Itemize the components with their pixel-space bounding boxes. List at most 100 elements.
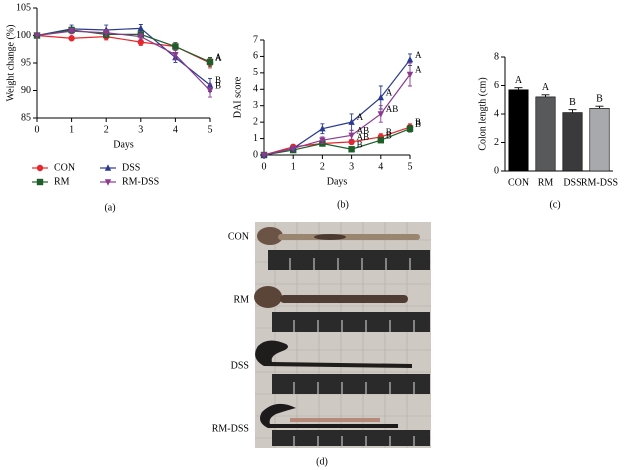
y-tick-label: 7: [253, 34, 258, 45]
significance-letter: B: [215, 81, 221, 91]
marker: [33, 32, 41, 40]
x-axis-label: Days: [113, 139, 134, 150]
marker: [348, 132, 355, 139]
y-tick-label: 6: [253, 51, 258, 62]
x-tick-label: 3: [349, 161, 354, 172]
marker: [260, 152, 268, 159]
x-tick-label: 1: [291, 161, 296, 172]
significance-letter: A: [515, 75, 523, 86]
significance-letter: B: [415, 119, 421, 129]
marker: [319, 137, 326, 144]
marker: [348, 118, 355, 125]
x-tick-label: DSS: [563, 177, 581, 188]
series-line: [36, 30, 211, 91]
significance-letter: A: [215, 52, 222, 62]
series-line: [36, 34, 211, 64]
x-tick-label: 5: [208, 124, 213, 135]
significance-letter: B: [415, 117, 421, 127]
y-tick-label: 90: [21, 85, 31, 96]
marker: [68, 35, 75, 42]
colons: [254, 227, 420, 428]
error-bar: [568, 109, 577, 113]
marker: [137, 24, 144, 32]
x-axis-label: Days: [327, 176, 348, 187]
photo-label: DSS: [231, 360, 249, 371]
x-tick-label: 2: [104, 124, 109, 135]
y-tick-label: 4: [494, 108, 499, 119]
significance-letter: AB: [386, 104, 399, 114]
x-tick-label: RM-DSS: [581, 177, 618, 188]
marker: [172, 52, 179, 59]
legend-label: CON: [54, 162, 75, 173]
y-tick-label: 95: [21, 57, 31, 68]
marker: [137, 38, 144, 46]
x-tick-label: 2: [320, 161, 325, 172]
error-bar: [514, 87, 523, 90]
y-tick-label: 2: [494, 137, 499, 148]
significance-letter: B: [215, 75, 221, 85]
panel-label: (a): [104, 202, 115, 213]
y-tick-label: 3: [253, 100, 258, 111]
y-axis-label: DAI score: [232, 76, 243, 118]
x-tick-label: 5: [408, 161, 413, 172]
legend-marker: [104, 164, 112, 171]
legend-label: DSS: [122, 162, 140, 173]
y-tick-label: 85: [21, 112, 31, 123]
significance-letter: A: [215, 53, 222, 63]
y-tick-label: 0: [253, 149, 258, 160]
marker: [377, 137, 384, 144]
x-tick-label: 4: [173, 124, 178, 135]
y-tick-label: 4: [253, 84, 258, 95]
significance-letter: B: [386, 130, 392, 140]
y-tick-label: 105: [16, 2, 31, 13]
marker: [137, 33, 144, 41]
significance-letter: A: [415, 50, 422, 60]
significance-letter: AB: [357, 125, 370, 135]
marker: [406, 56, 414, 63]
legend-marker: [104, 179, 112, 186]
marker: [348, 146, 355, 153]
x-tick-label: RM: [538, 177, 554, 188]
significance-letter: A: [542, 82, 550, 93]
error-bar: [595, 105, 604, 109]
significance-letter: B: [386, 127, 392, 137]
y-tick-label: 2: [253, 116, 258, 127]
error-bar: [541, 94, 550, 97]
series-line: [36, 27, 211, 86]
x-tick-label: 1: [69, 124, 74, 135]
y-tick-label: 5: [253, 67, 258, 78]
y-tick-label: 0: [494, 165, 499, 176]
y-tick-label: 1: [253, 133, 258, 144]
series-line: [263, 128, 411, 156]
photo-label: RM: [233, 294, 249, 305]
x-tick-label: CON: [508, 177, 529, 188]
marker: [290, 145, 297, 153]
significance-letter: AB: [357, 132, 370, 142]
marker: [206, 87, 214, 95]
bar: [589, 108, 610, 172]
marker: [406, 125, 414, 132]
significance-letter: B: [357, 139, 363, 149]
bar: [535, 96, 556, 172]
bar: [508, 89, 529, 172]
photo-label: CON: [228, 231, 249, 242]
y-tick-label: 100: [16, 30, 31, 41]
panel-label: (b): [337, 199, 349, 210]
y-tick-label: 8: [494, 51, 499, 62]
significance-letter: B: [569, 97, 576, 108]
marker: [377, 111, 384, 118]
marker: [172, 43, 179, 50]
series-line: [263, 74, 411, 156]
series-line: [263, 126, 411, 156]
marker: [319, 125, 326, 132]
panel-label: (c): [549, 199, 560, 210]
significance-letter: B: [596, 93, 603, 104]
legend-marker: [36, 178, 44, 186]
y-tick-label: 6: [494, 80, 499, 91]
marker: [68, 28, 75, 35]
legend-label: RM: [54, 176, 70, 187]
marker: [377, 93, 384, 101]
bar: [562, 112, 583, 172]
significance-letter: A: [357, 112, 364, 122]
